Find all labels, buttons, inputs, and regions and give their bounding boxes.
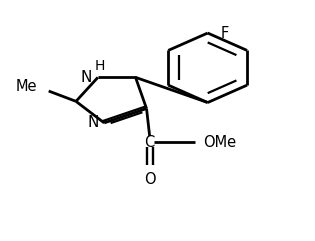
Text: F: F — [220, 26, 228, 40]
Text: Me: Me — [16, 79, 37, 94]
Text: N: N — [81, 70, 92, 85]
Text: C: C — [145, 134, 155, 150]
Text: N: N — [87, 115, 99, 130]
Text: H: H — [94, 59, 105, 73]
Text: OMe: OMe — [203, 134, 236, 150]
Text: O: O — [144, 172, 156, 187]
